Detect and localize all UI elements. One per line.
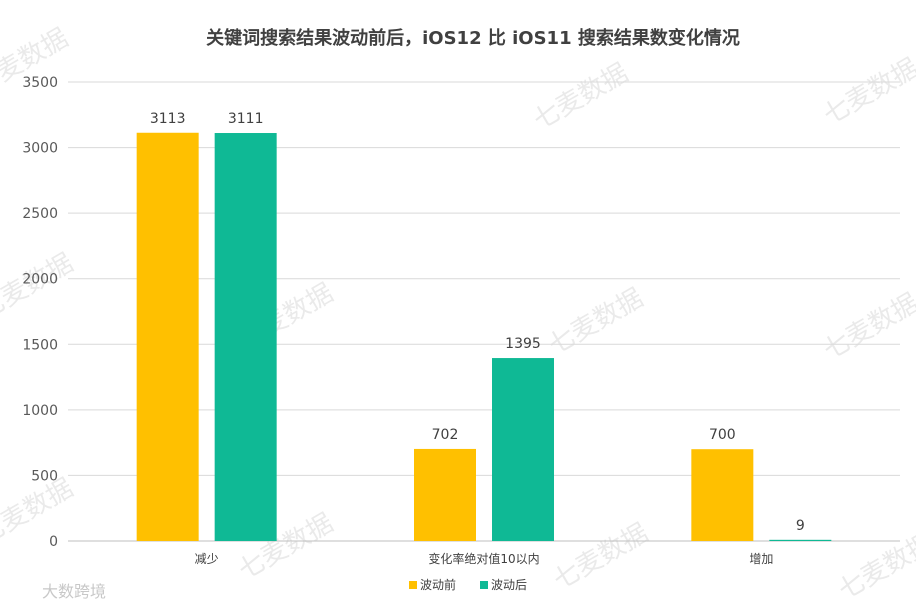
data-label: 1395 [505, 336, 541, 352]
legend-swatch [409, 581, 417, 589]
watermark-text: 七麦数据 [0, 473, 79, 551]
y-tick-label: 2500 [22, 206, 58, 222]
legend-label: 波动前 [420, 577, 456, 592]
bar [691, 449, 754, 541]
bar [214, 133, 277, 541]
chart-title: 关键词搜索结果波动前后，iOS12 比 iOS11 搜索结果数变化情况 [206, 27, 740, 49]
x-axis: 减少 变化率绝对值10以内 增加 [195, 551, 774, 566]
y-tick-label: 1500 [22, 337, 58, 353]
data-label: 3113 [150, 111, 186, 127]
gridlines [68, 81, 900, 542]
data-label: 702 [432, 427, 459, 443]
data-label: 700 [709, 427, 736, 443]
legend: 波动前 波动后 [409, 577, 527, 592]
legend-swatch [480, 581, 488, 589]
y-axis: 0 500 1000 1500 2000 2500 3000 3500 [22, 75, 58, 550]
bar [769, 539, 832, 541]
x-tick-label: 变化率绝对值10以内 [428, 551, 539, 566]
bar [492, 358, 554, 541]
watermark-text: 七麦数据 [544, 283, 649, 361]
y-tick-label: 0 [49, 534, 58, 550]
footer-logo: 大数跨境 [42, 582, 106, 601]
data-label: 3111 [228, 111, 264, 127]
bars: 3113 3111 702 1395 700 9 [136, 111, 832, 541]
y-tick-label: 3000 [22, 141, 58, 157]
watermark-text: 七麦数据 [819, 288, 916, 366]
bar [414, 448, 476, 541]
y-tick-label: 1000 [22, 403, 58, 419]
data-label: 9 [796, 518, 805, 534]
y-tick-label: 2000 [22, 272, 58, 288]
y-tick-label: 3500 [22, 75, 58, 91]
watermark-text: 七麦数据 [529, 58, 634, 136]
bar [136, 132, 199, 541]
watermark-text: 七麦数据 [549, 518, 654, 596]
y-tick-label: 500 [31, 468, 58, 484]
legend-label: 波动后 [491, 578, 527, 592]
x-tick-label: 减少 [195, 552, 219, 566]
x-tick-label: 增加 [749, 552, 773, 566]
watermark-text: 七麦数据 [834, 528, 916, 606]
watermark-text: 七麦数据 [819, 53, 916, 131]
